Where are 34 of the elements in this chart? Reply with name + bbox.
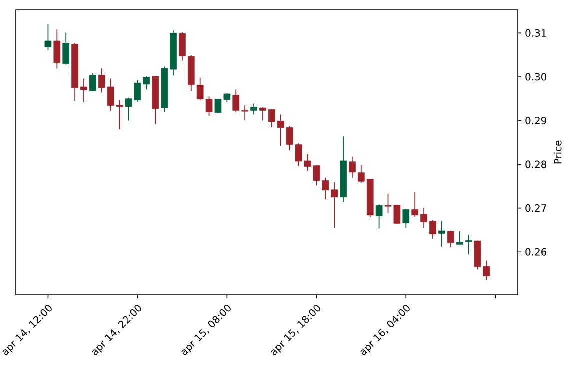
candlestick xyxy=(447,230,454,248)
candlestick xyxy=(322,178,330,200)
candlestick xyxy=(242,104,248,121)
candlestick xyxy=(430,220,436,240)
candlestick xyxy=(107,78,114,112)
candlestick xyxy=(90,73,96,92)
candlestick xyxy=(402,208,410,228)
candlestick xyxy=(260,107,266,122)
y-tick-label: 0.30 xyxy=(526,73,547,81)
candlestick xyxy=(277,114,284,147)
y-tick-label: 0.31 xyxy=(526,29,546,37)
candlestick xyxy=(62,32,70,66)
y-axis-title: Price xyxy=(554,140,562,164)
candlestick xyxy=(116,100,124,130)
candlestick xyxy=(250,103,258,116)
candlestick xyxy=(376,204,383,230)
candlestick xyxy=(54,29,61,70)
candlestick xyxy=(438,221,446,248)
candlestick xyxy=(412,192,419,218)
candlestick xyxy=(98,68,106,94)
y-tick-label: 0.27 xyxy=(526,204,546,212)
candlestick xyxy=(179,32,186,62)
candlestick xyxy=(358,164,365,184)
candlestick xyxy=(349,156,356,179)
y-tick-label: 0.26 xyxy=(526,248,547,256)
candlestick xyxy=(80,78,88,103)
y-tick-label: 0.29 xyxy=(526,116,547,125)
candlestick xyxy=(143,76,150,90)
candlestick xyxy=(331,182,338,228)
candlestick xyxy=(232,89,240,113)
y-tick-label: 0.28 xyxy=(526,160,547,168)
candlestick xyxy=(268,108,276,128)
candlestick xyxy=(420,207,428,228)
candlestick xyxy=(44,24,52,51)
